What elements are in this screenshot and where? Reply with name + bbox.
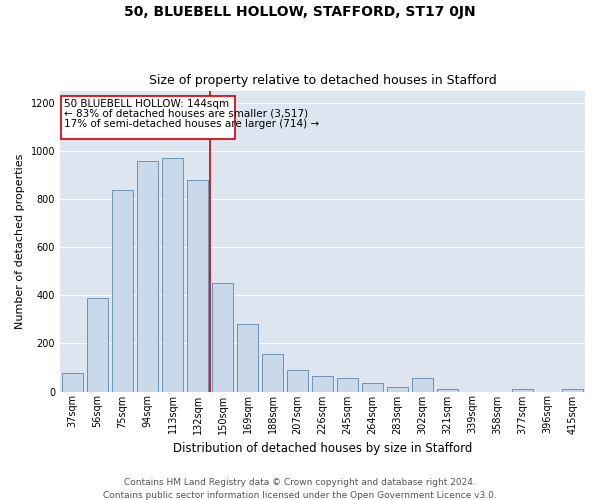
Bar <box>212 284 233 392</box>
Bar <box>437 389 458 392</box>
X-axis label: Distribution of detached houses by size in Stafford: Distribution of detached houses by size … <box>173 442 472 455</box>
Bar <box>137 160 158 392</box>
Bar <box>187 180 208 392</box>
Text: 50 BLUEBELL HOLLOW: 144sqm: 50 BLUEBELL HOLLOW: 144sqm <box>64 100 229 110</box>
Bar <box>337 378 358 392</box>
Bar <box>287 370 308 392</box>
Text: Contains HM Land Registry data © Crown copyright and database right 2024.
Contai: Contains HM Land Registry data © Crown c… <box>103 478 497 500</box>
Title: Size of property relative to detached houses in Stafford: Size of property relative to detached ho… <box>149 74 496 87</box>
Bar <box>412 378 433 392</box>
Bar <box>162 158 183 392</box>
Bar <box>112 190 133 392</box>
Text: ← 83% of detached houses are smaller (3,517): ← 83% of detached houses are smaller (3,… <box>64 109 308 119</box>
Bar <box>87 298 108 392</box>
Y-axis label: Number of detached properties: Number of detached properties <box>15 154 25 329</box>
Bar <box>512 389 533 392</box>
Bar <box>562 389 583 392</box>
FancyBboxPatch shape <box>61 96 235 139</box>
Text: 50, BLUEBELL HOLLOW, STAFFORD, ST17 0JN: 50, BLUEBELL HOLLOW, STAFFORD, ST17 0JN <box>124 5 476 19</box>
Bar <box>387 386 408 392</box>
Bar <box>62 374 83 392</box>
Bar <box>237 324 258 392</box>
Bar <box>362 383 383 392</box>
Text: 17% of semi-detached houses are larger (714) →: 17% of semi-detached houses are larger (… <box>64 118 319 128</box>
Bar <box>312 376 333 392</box>
Bar <box>262 354 283 392</box>
